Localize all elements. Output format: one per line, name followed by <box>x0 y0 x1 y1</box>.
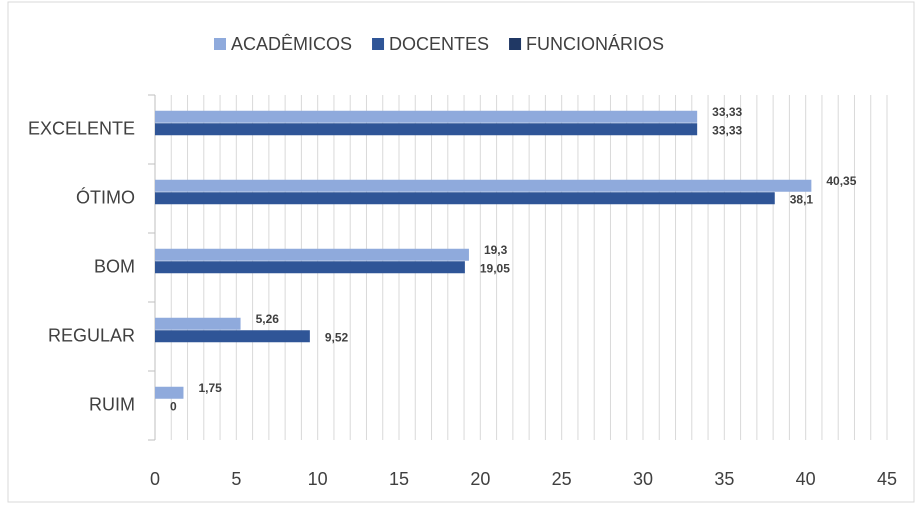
data-label: 5,26 <box>256 312 280 326</box>
data-label: 38,1 <box>790 193 814 207</box>
bar <box>155 248 469 261</box>
data-label: 19,05 <box>480 262 510 276</box>
bar <box>155 386 184 399</box>
bar <box>155 123 698 136</box>
y-tick-label: REGULAR <box>48 325 135 345</box>
legend-swatch <box>509 38 522 50</box>
x-tick-label: 20 <box>470 469 490 489</box>
x-tick-label: 45 <box>877 469 897 489</box>
data-label: 1,75 <box>198 381 222 395</box>
x-tick-label: 30 <box>633 469 653 489</box>
data-label: 9,52 <box>325 331 349 345</box>
legend-label: FUNCIONÁRIOS <box>526 34 664 54</box>
data-label: 0 <box>170 400 177 414</box>
x-tick-label: 5 <box>231 469 241 489</box>
data-label: 33,33 <box>712 105 742 119</box>
y-tick-label: ÓTIMO <box>76 186 135 207</box>
x-tick-label: 40 <box>796 469 816 489</box>
legend-swatch <box>214 38 226 50</box>
y-tick-label: RUIM <box>89 394 135 414</box>
y-tick-label: EXCELENTE <box>28 118 135 138</box>
legend-swatch <box>372 38 385 50</box>
bar <box>155 317 241 330</box>
bar <box>155 330 310 343</box>
x-tick-label: 10 <box>308 469 328 489</box>
data-label: 33,33 <box>712 124 742 138</box>
bar <box>155 110 698 123</box>
bar <box>155 179 812 192</box>
legend-label: ACADÊMICOS <box>231 34 352 54</box>
x-tick-label: 0 <box>150 469 160 489</box>
x-tick-label: 35 <box>714 469 734 489</box>
x-tick-label: 15 <box>389 469 409 489</box>
y-tick-label: BOM <box>94 256 135 276</box>
x-tick-label: 25 <box>552 469 572 489</box>
data-label: 19,3 <box>484 243 508 257</box>
legend-label: DOCENTES <box>389 34 489 54</box>
bar <box>155 261 465 274</box>
bar <box>155 192 775 205</box>
data-label: 40,35 <box>826 174 856 188</box>
